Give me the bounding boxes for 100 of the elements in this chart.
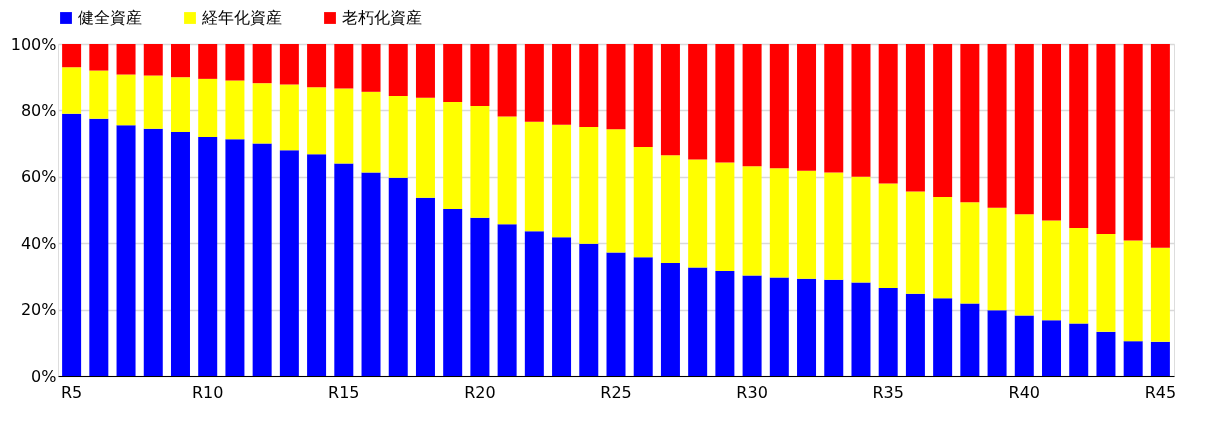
- bar: [933, 197, 953, 299]
- bar: [1096, 44, 1116, 234]
- bar: [742, 44, 762, 167]
- bar: [279, 44, 299, 85]
- bar: [660, 155, 680, 264]
- x-tick-label: R45: [1144, 382, 1177, 402]
- bar: [688, 267, 708, 376]
- bar: [143, 75, 163, 129]
- bar: [824, 172, 844, 280]
- bar: [905, 293, 925, 376]
- bar: [198, 44, 218, 79]
- bar: [415, 97, 435, 198]
- bar: [524, 121, 544, 232]
- bar: [443, 102, 463, 209]
- bar: [769, 277, 789, 376]
- bar: [579, 44, 599, 127]
- bar: [198, 136, 218, 376]
- bar: [497, 224, 517, 376]
- bar: [987, 310, 1007, 376]
- bar: [1014, 315, 1034, 376]
- bar: [170, 44, 190, 78]
- bar: [307, 154, 327, 376]
- bar: [715, 162, 735, 272]
- bar: [279, 150, 299, 376]
- bar: [878, 44, 898, 184]
- bar: [415, 197, 435, 376]
- bar: [987, 44, 1007, 208]
- bar: [443, 44, 463, 103]
- bar: [579, 127, 599, 244]
- bar: [1014, 44, 1034, 215]
- bar: [769, 44, 789, 169]
- bar: [1069, 227, 1089, 324]
- bar: [933, 44, 953, 198]
- bar: [552, 124, 572, 238]
- bar: [524, 44, 544, 122]
- bar: [606, 129, 626, 253]
- bar: [1096, 331, 1116, 376]
- bar: [1123, 341, 1143, 376]
- bar: [170, 131, 190, 376]
- bar: [143, 44, 163, 76]
- bar: [1150, 247, 1170, 342]
- bar: [143, 128, 163, 376]
- bar: [307, 87, 327, 155]
- bar: [1069, 44, 1089, 228]
- bar: [987, 207, 1007, 311]
- bar: [334, 88, 354, 164]
- bar: [1042, 220, 1062, 321]
- legend-label: 健全資産: [78, 8, 142, 27]
- bar: [933, 298, 953, 376]
- bar: [715, 44, 735, 163]
- bar: [797, 44, 817, 171]
- bar: [361, 172, 381, 376]
- bar: [1042, 320, 1062, 376]
- bar: [497, 44, 517, 117]
- y-tick-label: 40%: [20, 233, 57, 253]
- legend-label: 経年化資産: [201, 8, 282, 27]
- bar: [252, 143, 272, 376]
- bar: [633, 44, 653, 147]
- bar: [633, 146, 653, 258]
- y-tick-label: 20%: [20, 300, 57, 320]
- bar: [960, 44, 980, 203]
- bar: [388, 177, 408, 376]
- bar: [89, 44, 109, 71]
- bar: [742, 275, 762, 376]
- bar: [415, 44, 435, 98]
- bar: [633, 257, 653, 376]
- bar: [797, 170, 817, 279]
- x-tick-label: R30: [736, 382, 768, 402]
- bar: [742, 166, 762, 276]
- bar: [361, 91, 381, 173]
- bar: [878, 183, 898, 289]
- bar: [198, 78, 218, 137]
- y-tick-label: 100%: [10, 34, 57, 54]
- bar: [1042, 44, 1062, 221]
- bar: [62, 113, 82, 376]
- y-tick-label: 60%: [20, 167, 57, 187]
- bar: [851, 282, 871, 376]
- bar: [89, 118, 109, 376]
- bar: [769, 168, 789, 278]
- bar: [252, 44, 272, 84]
- x-tick-label: R5: [60, 382, 83, 402]
- bar: [960, 303, 980, 376]
- bar: [851, 176, 871, 283]
- bar: [470, 106, 490, 218]
- x-tick-label: R35: [872, 382, 904, 402]
- bar: [579, 243, 599, 376]
- bar: [524, 231, 544, 376]
- bar: [443, 209, 463, 376]
- bar: [116, 74, 136, 126]
- bar: [279, 84, 299, 151]
- bar: [470, 44, 490, 107]
- bar: [688, 159, 708, 268]
- bar: [905, 44, 925, 192]
- x-tick-label: R25: [600, 382, 632, 402]
- bar: [878, 288, 898, 376]
- bar: [116, 125, 136, 376]
- bar: [470, 217, 490, 376]
- bar: [552, 237, 572, 376]
- bar: [225, 44, 245, 81]
- x-tick-label: R10: [191, 382, 224, 402]
